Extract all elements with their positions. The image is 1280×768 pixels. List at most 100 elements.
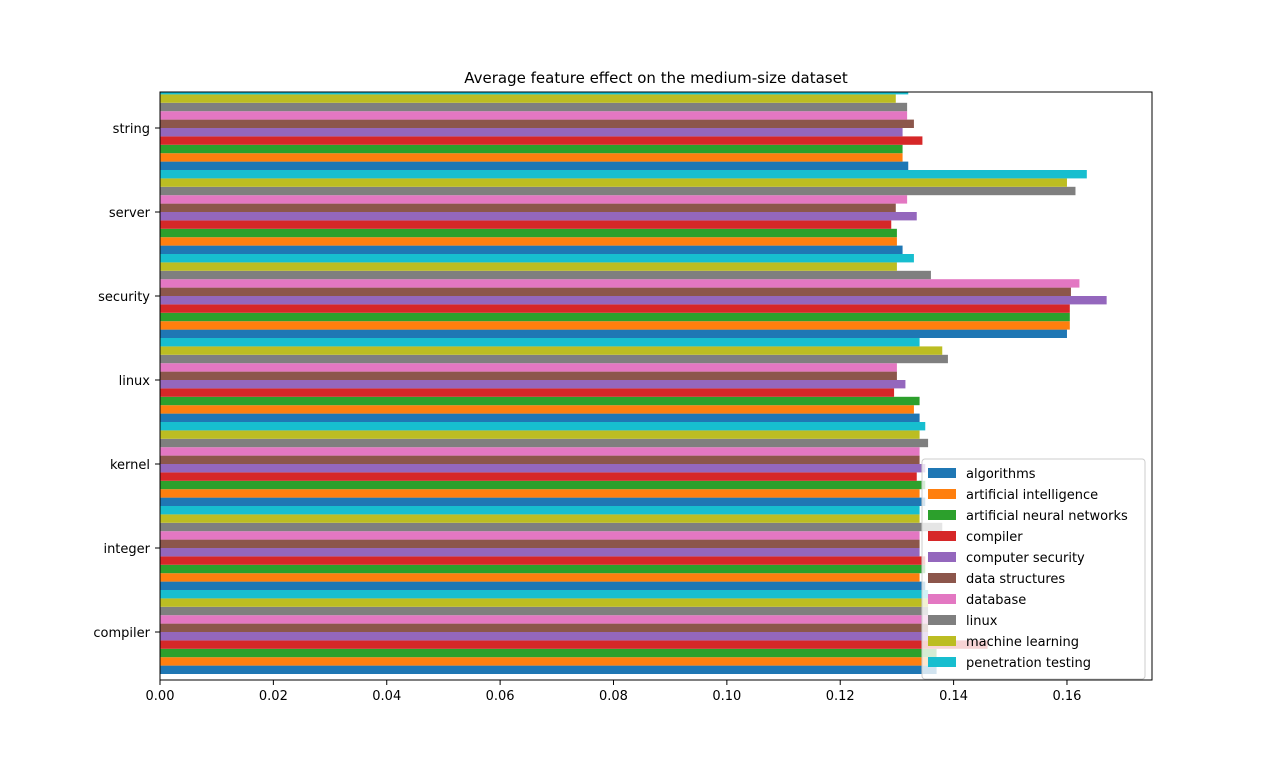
x-tick-label: 0.04 xyxy=(372,689,401,704)
y-tick-label: string xyxy=(113,122,150,137)
bar-integer-artificial-intelligence xyxy=(160,573,920,582)
bar-kernel-algorithms xyxy=(160,497,926,506)
legend: algorithms artificial intelligence artific… xyxy=(921,458,1146,680)
bar-kernel-data-structures xyxy=(160,455,920,464)
x-axis: 0.00 0.02 0.04 0.06 0.08 0.10 0.12 0.14 0.16 xyxy=(146,680,1081,704)
legend-box xyxy=(921,458,1146,680)
legend-swatch xyxy=(928,657,956,667)
bar-compiler-algorithms xyxy=(160,665,937,674)
bar-string-algorithms xyxy=(160,161,909,170)
x-tick-label: 0.10 xyxy=(712,689,741,704)
legend-label: data structures xyxy=(966,572,1065,587)
bar-server-compiler xyxy=(160,220,892,229)
bar-linux-penetration-testing xyxy=(160,338,920,347)
bar-integer-artificial-neural-networks xyxy=(160,564,926,574)
bar-server-data-structures xyxy=(160,203,896,212)
bar-kernel-computer-security xyxy=(160,464,926,473)
bar-compiler-data-structures xyxy=(160,623,929,632)
bar-security-compiler xyxy=(160,304,1070,313)
legend-label: artificial intelligence xyxy=(966,488,1098,503)
y-tick-label: integer xyxy=(103,542,150,557)
legend-swatch xyxy=(928,636,956,646)
legend-swatch xyxy=(928,573,956,583)
legend-label: artificial neural networks xyxy=(966,509,1128,524)
chart-title: Average feature effect on the medium-siz… xyxy=(464,69,848,87)
bar-linux-artificial-intelligence xyxy=(160,405,914,414)
bar-server-machine-learning xyxy=(160,178,1067,187)
legend-label: algorithms xyxy=(966,467,1036,482)
bar-string-machine-learning xyxy=(160,94,896,103)
bar-linux-database xyxy=(160,363,897,372)
bar-linux-data-structures xyxy=(160,371,897,380)
bars-layer xyxy=(160,92,1107,674)
bar-kernel-artificial-intelligence xyxy=(160,489,920,498)
legend-swatch xyxy=(928,594,956,604)
bar-string-linux xyxy=(160,102,908,112)
bar-security-penetration-testing xyxy=(160,254,914,263)
bar-kernel-penetration-testing xyxy=(160,422,926,431)
bar-security-machine-learning xyxy=(160,262,897,271)
bar-security-artificial-intelligence xyxy=(160,321,1070,330)
bar-server-artificial-neural-networks xyxy=(160,228,897,238)
legend-swatch xyxy=(928,510,956,520)
bar-kernel-artificial-neural-networks xyxy=(160,480,926,490)
bar-compiler-linux xyxy=(160,606,929,616)
x-tick-label: 0.00 xyxy=(146,689,175,704)
bar-linux-computer-security xyxy=(160,380,906,389)
bar-integer-data-structures xyxy=(160,539,920,548)
bar-security-data-structures xyxy=(160,287,1071,296)
legend-label: penetration testing xyxy=(966,656,1091,671)
bar-kernel-linux xyxy=(160,438,929,448)
bar-string-data-structures xyxy=(160,119,914,128)
plot-frame xyxy=(159,91,1153,681)
bar-integer-penetration-testing xyxy=(160,506,920,515)
legend-label: database xyxy=(966,593,1026,608)
bar-security-artificial-neural-networks xyxy=(160,312,1070,322)
bar-string-computer-security xyxy=(160,128,903,137)
bar-integer-linux xyxy=(160,522,943,532)
bar-compiler-computer-security xyxy=(160,632,929,641)
y-axis: compiler integer kernel linux security server… xyxy=(93,122,160,641)
bar-compiler-database xyxy=(160,615,929,624)
bar-security-database xyxy=(160,279,1080,288)
y-tick-label: compiler xyxy=(93,626,150,641)
legend-label: computer security xyxy=(966,551,1085,566)
bar-server-computer-security xyxy=(160,212,917,221)
y-tick-label: kernel xyxy=(110,458,150,473)
bar-string-compiler xyxy=(160,136,923,145)
bar-server-algorithms xyxy=(160,245,903,254)
bar-security-computer-security xyxy=(160,296,1107,305)
x-tick-label: 0.06 xyxy=(486,689,515,704)
bar-compiler-artificial-neural-networks xyxy=(160,648,937,658)
bar-kernel-compiler xyxy=(160,472,917,481)
x-tick-label: 0.02 xyxy=(259,689,288,704)
legend-swatch xyxy=(928,489,956,499)
legend-label: machine learning xyxy=(966,635,1079,650)
bar-integer-compiler xyxy=(160,556,926,565)
bar-server-database xyxy=(160,195,908,204)
y-tick-label: linux xyxy=(119,374,151,389)
legend-swatch xyxy=(928,615,956,625)
y-tick-label: security xyxy=(98,290,150,305)
x-tick-label: 0.08 xyxy=(599,689,628,704)
bar-integer-computer-security xyxy=(160,548,920,557)
legend-label: linux xyxy=(966,614,998,629)
bar-compiler-artificial-intelligence xyxy=(160,657,931,666)
legend-swatch xyxy=(928,552,956,562)
y-tick-label: server xyxy=(109,206,151,221)
bar-string-artificial-neural-networks xyxy=(160,144,903,154)
legend-swatch xyxy=(928,531,956,541)
bar-security-algorithms xyxy=(160,329,1067,338)
bar-compiler-penetration-testing xyxy=(160,590,929,599)
bar-linux-algorithms xyxy=(160,413,920,422)
legend-label: compiler xyxy=(966,530,1023,545)
bar-string-database xyxy=(160,111,908,120)
bar-compiler-compiler xyxy=(160,640,988,649)
bar-server-penetration-testing xyxy=(160,170,1087,179)
bar-integer-database xyxy=(160,531,920,540)
x-tick-label: 0.16 xyxy=(1052,689,1081,704)
bar-linux-machine-learning xyxy=(160,346,943,355)
bar-integer-algorithms xyxy=(160,581,926,590)
